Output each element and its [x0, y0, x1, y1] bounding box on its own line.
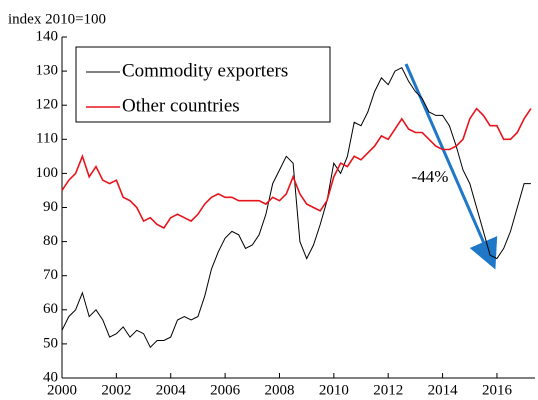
arrow: [404, 63, 498, 270]
y-tick-label: 60: [43, 301, 58, 317]
x-tick-label: 2004: [156, 382, 187, 398]
y-tick-label: 40: [43, 369, 58, 385]
y-tick-label: 90: [43, 199, 58, 215]
y-tick-label: 50: [43, 335, 58, 351]
y-tick-label: 100: [36, 165, 59, 181]
subtitle: index 2010=100: [8, 11, 106, 27]
y-tick-label: 80: [43, 233, 58, 249]
x-tick-label: 2000: [47, 382, 77, 398]
series-line: [61, 107, 532, 230]
x-tick-label: 2014: [428, 382, 459, 398]
y-tick-label: 140: [36, 28, 59, 44]
y-tick-label: 120: [36, 97, 59, 113]
x-tick-label: 2010: [319, 382, 349, 398]
x-tick-label: 2016: [482, 382, 513, 398]
x-tick-label: 2002: [101, 382, 131, 398]
x-tick-label: 2006: [210, 382, 241, 398]
annotation: -44%: [412, 167, 449, 186]
legend-box: [75, 46, 331, 123]
y-tick-label: 110: [36, 131, 58, 147]
x-tick-label: 2008: [264, 382, 294, 398]
series-line: [61, 67, 531, 349]
legend-label: Other countries: [122, 95, 240, 116]
y-tick-label: 130: [36, 63, 59, 79]
x-tick-label: 2012: [373, 382, 403, 398]
legend-label: Commodity exporters: [122, 60, 288, 81]
y-tick-label: 70: [43, 267, 58, 283]
